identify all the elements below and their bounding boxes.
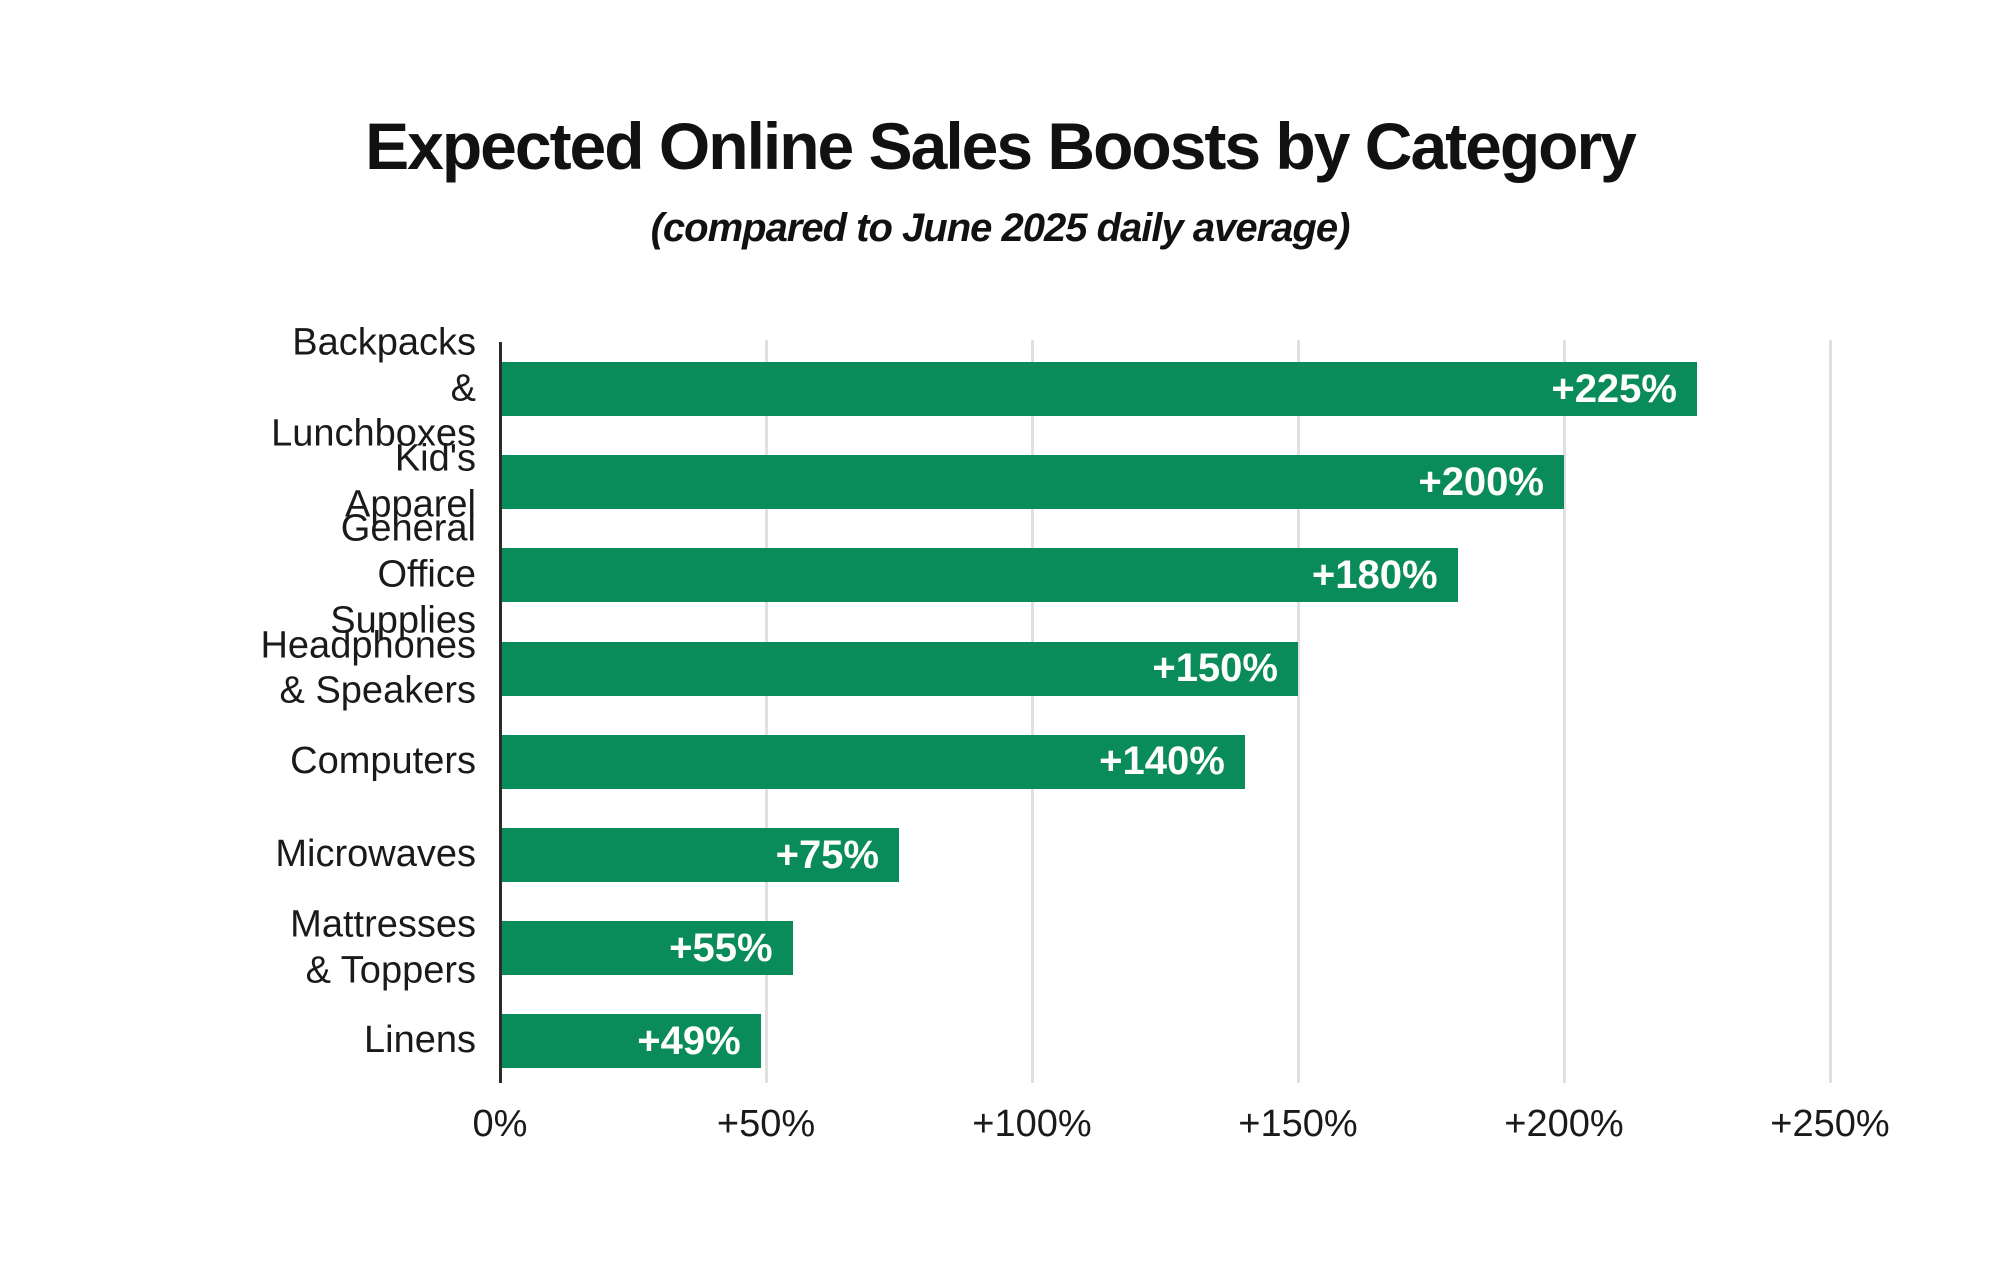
bar-chart-plot-area: 0% +50% +100% +150% +200% +250% +225% Backpacks… <box>260 322 1889 1145</box>
x-tick-label: +250% <box>1770 1103 1890 1145</box>
y-axis-line <box>499 342 502 1083</box>
bar: +75% <box>500 828 899 882</box>
x-tick-label: +50% <box>716 1103 816 1145</box>
x-tick-label: +150% <box>1238 1103 1358 1145</box>
bar: +200% <box>500 455 1564 510</box>
bar: +49% <box>500 1014 761 1069</box>
x-tick-label: +200% <box>1504 1103 1624 1145</box>
category-label: Mattresses & Toppers <box>290 903 476 992</box>
bar-value-label: +140% <box>1099 739 1225 784</box>
gridline <box>1829 340 1832 1083</box>
category-label: Microwaves <box>275 833 476 876</box>
x-tick-label: 0% <box>472 1103 528 1145</box>
gridline <box>1297 340 1300 1083</box>
bar: +140% <box>500 734 1245 789</box>
category-label: Linens <box>364 1019 476 1062</box>
category-label: Kid's Apparel <box>345 437 476 526</box>
bar: +150% <box>500 641 1298 696</box>
category-label: Backpacks & Lunchboxes <box>271 321 476 455</box>
bar: +225% <box>500 362 1697 416</box>
category-label: Headphones & Speakers <box>260 624 476 712</box>
category-label: General Office Supplies <box>330 508 476 642</box>
gridline <box>1563 340 1566 1083</box>
bar-value-label: +225% <box>1551 366 1677 411</box>
x-tick-label: +100% <box>972 1103 1092 1145</box>
bar-value-label: +150% <box>1152 646 1278 691</box>
bar-value-label: +55% <box>669 925 773 970</box>
chart-subtitle: (compared to June 2025 daily average) <box>650 206 1351 250</box>
bar: +55% <box>500 921 793 976</box>
gridline <box>765 340 768 1083</box>
category-label: Computers <box>290 740 476 782</box>
bar-value-label: +200% <box>1418 459 1544 504</box>
bar-value-label: +180% <box>1311 552 1438 597</box>
chart-title: Expected Online Sales Boosts by Category <box>365 109 1637 183</box>
bar-value-label: +75% <box>775 832 879 877</box>
bar: +180% <box>500 548 1458 603</box>
bar-value-label: +49% <box>637 1018 741 1063</box>
gridline <box>1031 340 1034 1083</box>
